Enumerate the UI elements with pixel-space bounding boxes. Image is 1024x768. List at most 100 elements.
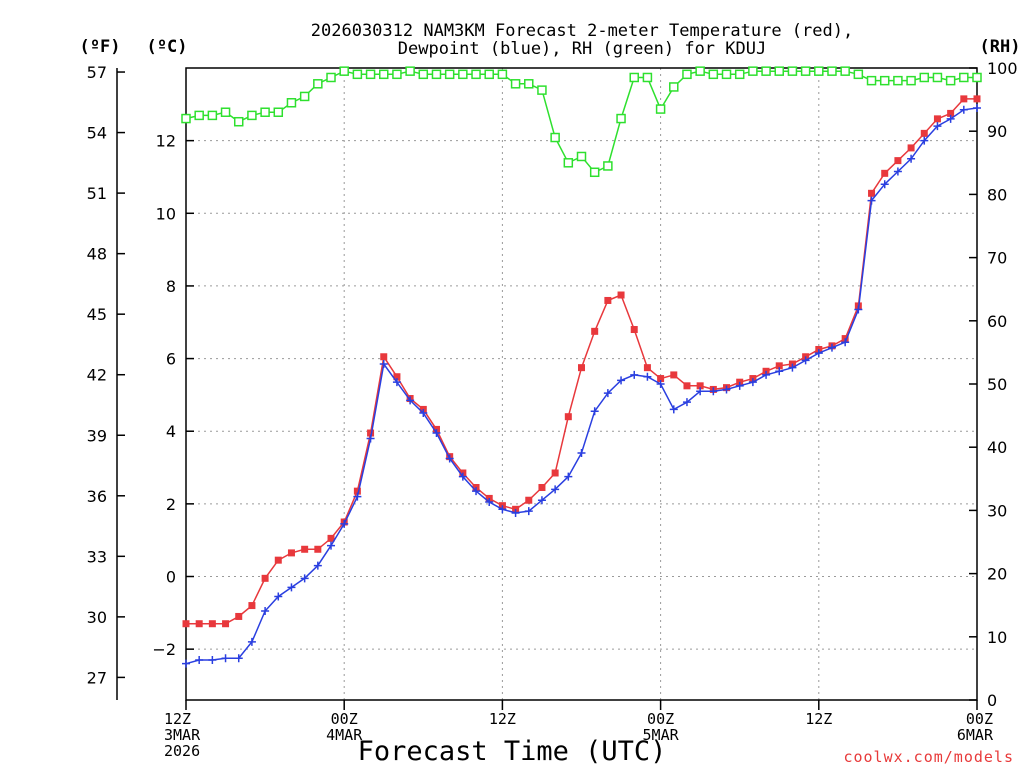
dewpoint-point: [221, 654, 230, 663]
time-tick-label: 00Z: [647, 710, 674, 728]
chart-title-line2: Dewpoint (blue), RH (green) for KDUJ: [398, 39, 766, 59]
temperature-point: [287, 549, 295, 557]
temperature-point: [973, 95, 981, 103]
temperature-point: [617, 291, 625, 299]
dewpoint-point: [511, 508, 520, 517]
rh-tick-label: 20: [987, 565, 1007, 584]
rh-tick-label: 60: [987, 312, 1007, 331]
rh-point: [405, 66, 415, 76]
dewpoint-point: [327, 541, 336, 550]
dewpoint-point: [959, 105, 968, 114]
dewpoint-point: [590, 407, 599, 416]
rh-point: [906, 75, 916, 86]
rh-point: [563, 158, 574, 168]
dewpoint-point: [854, 305, 863, 314]
rh-point: [827, 66, 837, 76]
temperature-point: [881, 169, 889, 177]
rh-point: [339, 66, 349, 76]
dewpoint-point: [247, 637, 256, 646]
fahrenheit-tick-label: 36: [87, 487, 107, 506]
rh-point: [260, 107, 270, 117]
celsius-tick-label: 0: [166, 568, 176, 587]
temperature-point: [894, 157, 902, 165]
temperature-point: [564, 413, 572, 421]
temperature-point: [222, 620, 230, 628]
rh-point: [181, 113, 191, 124]
time-tick-label: 00Z: [966, 710, 993, 728]
temperature-point: [393, 373, 401, 381]
dewpoint-point: [880, 180, 889, 189]
rh-point: [642, 72, 653, 83]
temperature-point: [907, 144, 915, 152]
rh-point: [669, 82, 679, 92]
dewpoint-point: [445, 454, 454, 463]
rh-point: [431, 69, 442, 80]
rh-point: [972, 72, 982, 83]
rh-point: [510, 79, 521, 89]
rh-point: [866, 75, 877, 86]
dewpoint-point: [564, 472, 573, 481]
dewpoint-point: [827, 343, 836, 352]
dewpoint-point: [709, 387, 718, 396]
rh-point: [352, 69, 363, 80]
rh-point: [734, 69, 745, 80]
rh-point: [682, 69, 692, 80]
dewpoint-point: [630, 370, 639, 379]
dewpoint-point: [801, 356, 810, 365]
temperature-point: [960, 95, 968, 103]
dewpoint-point: [537, 496, 546, 505]
rh-point: [379, 69, 389, 80]
dewpoint-point: [775, 367, 784, 376]
rh-point: [418, 69, 429, 80]
time-tick-label: 12Z: [489, 710, 516, 728]
dewpoint-point: [920, 136, 929, 145]
rh-point: [233, 116, 244, 127]
dewpoint-point: [485, 498, 494, 507]
rh-point: [497, 69, 508, 80]
temperature-point: [578, 364, 585, 372]
dewpoint-point: [419, 409, 428, 418]
rh-unit-label: (RH): [980, 37, 1021, 57]
rh-point: [629, 72, 639, 83]
temperature-point: [604, 296, 612, 304]
dewpoint-point: [696, 387, 705, 396]
rh-point: [945, 75, 956, 86]
temperature-point: [591, 327, 599, 335]
dewpoint-point: [432, 429, 441, 438]
dewpoint-point: [682, 398, 691, 407]
rh-point: [787, 66, 798, 76]
celsius-tick-label: 8: [166, 277, 176, 296]
fahrenheit-unit-label: (ºF): [80, 37, 121, 57]
celsius-tick-label: 4: [166, 422, 176, 441]
temperature-point: [868, 189, 876, 197]
dewpoint-point: [261, 607, 270, 616]
dewpoint-point: [973, 103, 981, 112]
rh-point: [893, 75, 903, 86]
temperature-point: [696, 382, 704, 390]
temperature-point: [920, 129, 928, 137]
fahrenheit-tick-label: 42: [87, 366, 107, 385]
fahrenheit-tick-label: 45: [87, 305, 107, 324]
temperature-point: [657, 375, 665, 383]
dewpoint-point: [762, 370, 771, 379]
rh-tick-label: 40: [987, 438, 1007, 457]
temperature-point: [775, 362, 783, 370]
fahrenheit-tick-label: 48: [87, 245, 107, 264]
temperature-point: [630, 326, 638, 334]
dewpoint-point: [379, 360, 388, 369]
rh-point: [484, 69, 494, 80]
rh-tick-label: 30: [987, 501, 1007, 520]
rh-point: [761, 66, 771, 76]
dewpoint-point: [814, 349, 823, 358]
rh-point: [800, 66, 811, 76]
rh-point: [919, 72, 930, 83]
credit-text: coolwx.com/models: [843, 748, 1014, 766]
dewpoint-point: [893, 167, 902, 176]
fahrenheit-tick-label: 27: [87, 668, 107, 687]
celsius-tick-label: 6: [166, 350, 176, 369]
rh-point: [932, 72, 943, 83]
dewpoint-point: [353, 492, 362, 501]
dewpoint-point: [867, 196, 876, 205]
